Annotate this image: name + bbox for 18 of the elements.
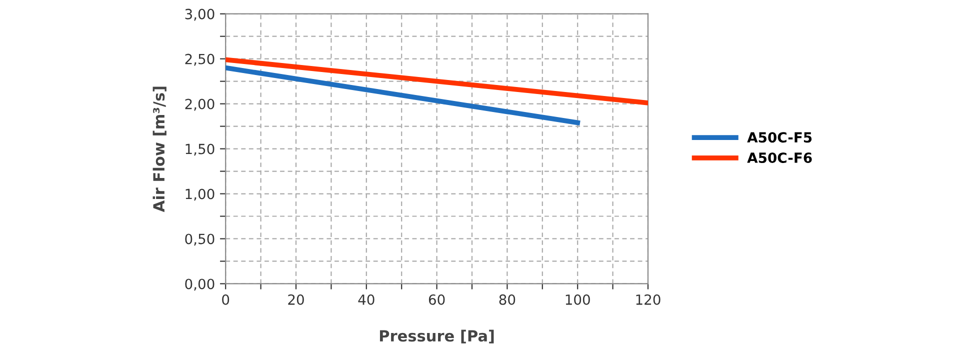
y-tick-label: 3,00: [185, 8, 214, 21]
x-tick-label: 120: [636, 294, 660, 305]
y-tick-label: 0,00: [185, 278, 214, 291]
y-tick-label: 1,50: [186, 144, 214, 156]
x-tick-label: 40: [358, 294, 374, 305]
x-tick-label: 20: [288, 294, 304, 305]
x-tick-label: 0: [222, 294, 230, 305]
y-tick-label: 0,50: [185, 234, 214, 246]
x-tick-label: 100: [566, 294, 590, 305]
y-tick-label: 2,50: [185, 54, 214, 66]
legend-label: A50C-F5: [747, 132, 812, 143]
legend-label: A50C-F6: [747, 152, 812, 164]
x-tick-label: 80: [499, 294, 516, 305]
y-axis-title: Air Flow [m³/s]: [152, 86, 166, 212]
y-tick-label: 2,00: [185, 98, 214, 111]
y-tick-label: 1,00: [186, 188, 214, 201]
x-tick-label: 60: [428, 294, 445, 305]
x-axis-title: Pressure [Pa]: [380, 330, 494, 344]
